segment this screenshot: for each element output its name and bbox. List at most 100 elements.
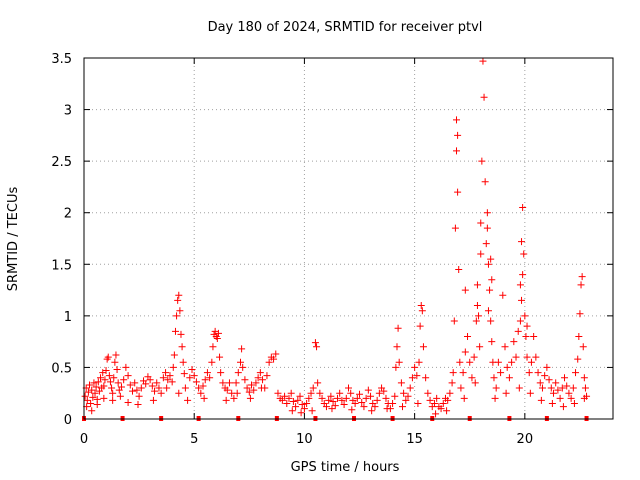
data-point [309,384,317,392]
data-point [414,400,422,408]
data-point [362,394,370,402]
data-point [561,374,569,382]
data-point [124,372,132,380]
data-point [89,393,97,401]
data-point [287,389,295,397]
data-point [503,363,511,371]
data-point [453,147,461,155]
data-point [246,394,254,402]
data-point [455,265,463,273]
grid-lines [84,58,613,419]
data-point [149,396,157,404]
data-point [325,396,333,404]
data-point [101,376,109,384]
data-point [459,369,467,377]
data-point [480,93,488,101]
data-point [484,307,492,315]
data-point [432,410,440,418]
data-point [314,379,322,387]
data-point [449,369,457,377]
data-point [195,384,203,392]
data-point [464,332,472,340]
data-point [342,394,350,402]
data-point [460,394,468,402]
data-point [472,317,480,325]
data-point [543,363,551,371]
data-point [356,390,364,398]
data-point [300,405,308,413]
data-point [214,329,222,337]
data-point [305,394,313,402]
data-point [245,388,253,396]
data-point [486,286,494,294]
data-point [518,238,526,246]
data-point [328,405,336,413]
data-point [122,363,130,371]
data-point [178,343,186,351]
data-point [580,374,588,382]
data-point [392,363,400,371]
data-point [454,131,462,139]
data-point [112,351,120,359]
data-point [522,332,530,340]
data-point [113,365,121,373]
data-point [548,400,556,408]
data-point [234,369,242,377]
data-point [444,396,452,404]
data-point [456,358,464,366]
data-point [109,396,117,404]
data-point [478,157,486,165]
data-point [580,394,588,402]
data-point [88,386,96,394]
data-point [175,389,183,397]
data-point [257,384,265,392]
data-point [532,353,540,361]
x-tick-label: 15 [406,432,423,447]
data-point [399,403,407,411]
data-point [471,379,479,387]
data-point [558,384,566,392]
data-point [148,382,156,390]
data-point [404,392,412,400]
data-point [453,116,461,124]
data-point [537,396,545,404]
data-point [133,386,141,394]
data-point [297,409,305,417]
data-point [93,401,101,409]
data-point [135,392,143,400]
data-point [483,209,491,217]
data-point [316,389,324,397]
data-point [318,394,326,402]
data-point [175,291,183,299]
data-point [110,374,118,382]
data-point [296,392,304,400]
data-point [289,397,297,405]
data-point [206,374,214,382]
data-point [186,374,194,382]
data-point [142,380,150,388]
data-point [574,355,582,363]
data-point [397,379,405,387]
y-tick-label: 1 [64,310,72,325]
data-point [579,343,587,351]
data-point [88,407,96,415]
data-point [482,240,490,248]
data-point [83,396,91,404]
data-point [526,389,534,397]
data-point [201,376,209,384]
data-point [487,317,495,325]
data-point [238,345,246,353]
data-point [285,394,293,402]
data-point [174,296,182,304]
data-point [578,273,586,281]
data-point [380,387,388,395]
data-point [213,335,221,343]
data-point [270,355,278,363]
data-point [90,379,98,387]
data-point [120,376,128,384]
data-point [559,403,567,411]
data-point [128,387,136,395]
data-point [475,312,483,320]
data-point [278,396,286,404]
